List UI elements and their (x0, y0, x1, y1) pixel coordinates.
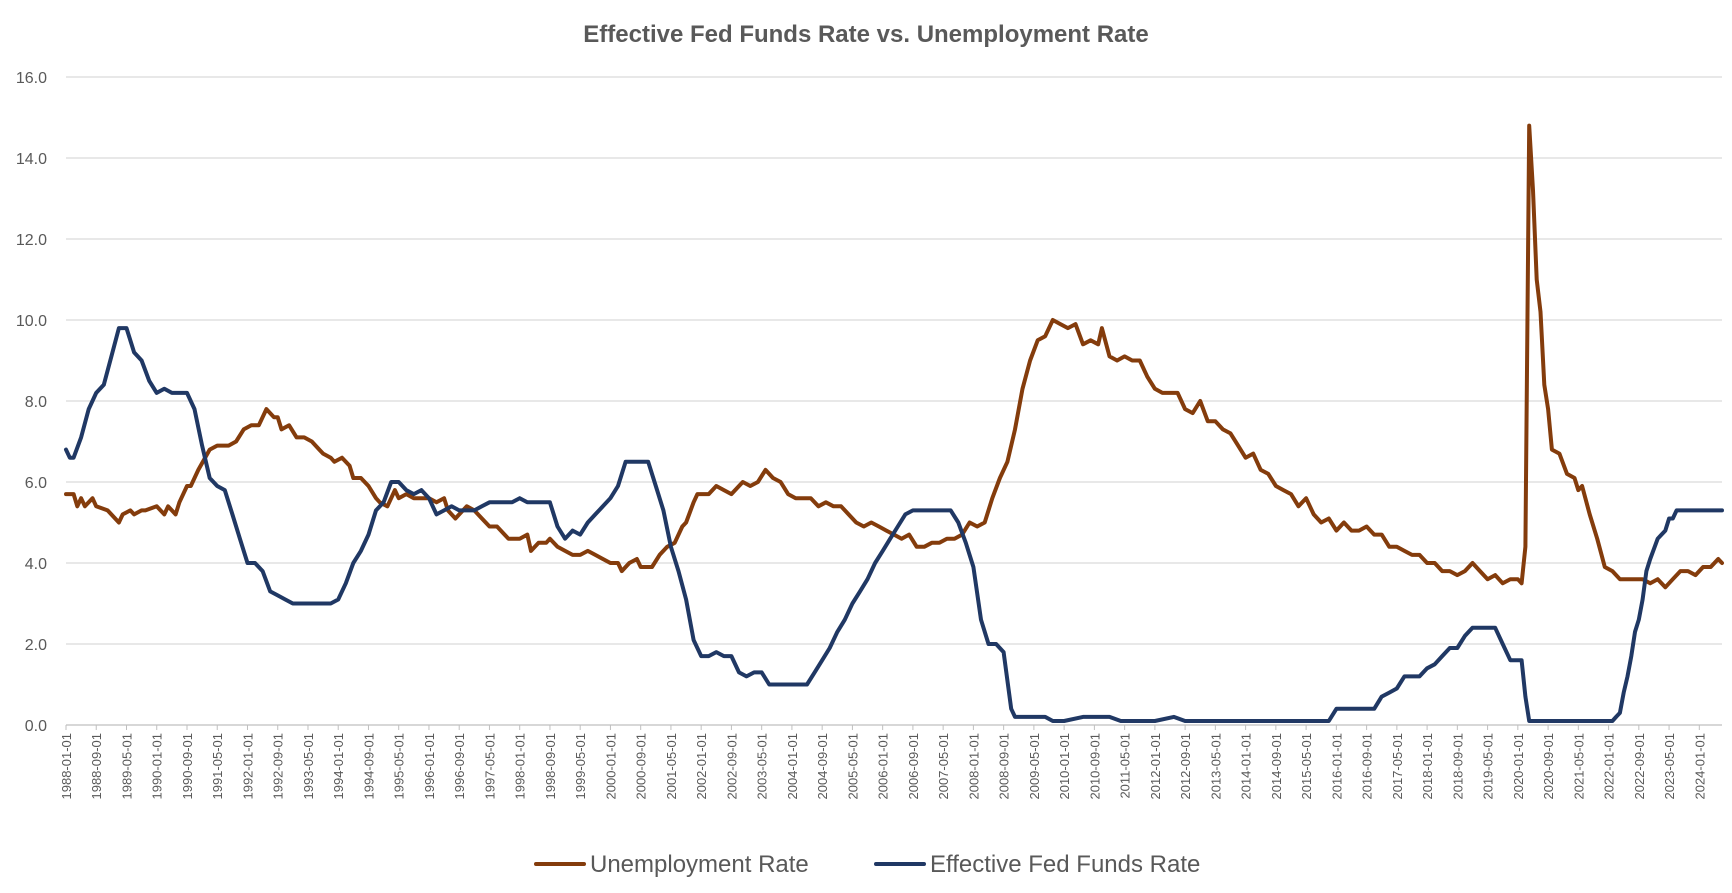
legend: Unemployment Rate Effective Fed Funds Ra… (534, 851, 1200, 878)
x-tick-label: 2016-09-01 (1360, 733, 1375, 800)
x-tick-label: 2000-01-01 (603, 733, 618, 800)
x-tick-label: 2010-09-01 (1087, 733, 1102, 800)
x-tick-label: 1997-05-01 (482, 733, 497, 800)
x-tick-label: 2007-05-01 (936, 733, 951, 800)
x-tick-label: 2011-05-01 (1118, 733, 1133, 799)
x-tick-label: 2022-09-01 (1632, 733, 1647, 800)
x-tick-label: 2004-09-01 (815, 733, 830, 800)
x-tick-label: 2023-05-01 (1662, 733, 1677, 800)
x-tick-label: 2024-01-01 (1692, 733, 1707, 800)
x-tick-label: 1988-09-01 (89, 733, 104, 800)
x-tick-label: 1996-09-01 (452, 733, 467, 800)
x-tick-label: 2005-05-01 (845, 733, 860, 800)
x-tick-label: 2002-01-01 (694, 733, 709, 800)
x-tick-label: 2008-09-01 (997, 733, 1012, 800)
x-tick-label: 1995-05-01 (392, 733, 407, 800)
x-tick-label: 1998-09-01 (543, 733, 558, 800)
y-axis-tick-labels: 0.0 2.0 4.0 6.0 8.0 10.0 12.0 14.0 16.0 (16, 70, 47, 735)
x-tick-label: 1991-05-01 (210, 733, 225, 800)
x-tick-label: 2021-05-01 (1571, 733, 1586, 800)
x-tick-label: 2006-01-01 (876, 733, 891, 800)
x-tick-label: 1992-09-01 (271, 733, 286, 800)
series-line-unemployment-rate (64, 123, 1724, 590)
x-tick-label: 1998-01-01 (513, 733, 528, 800)
x-tick-label: 2000-09-01 (634, 733, 649, 800)
series-line-effective-fed-funds-rate (64, 326, 1724, 723)
y-tick-label: 0.0 (25, 718, 47, 735)
x-tick-label: 2020-09-01 (1541, 733, 1556, 800)
x-tick-label: 2003-05-01 (755, 733, 770, 800)
x-tick-label: 2001-05-01 (664, 733, 679, 800)
y-tick-label: 8.0 (25, 394, 47, 411)
y-tick-label: 12.0 (16, 232, 47, 249)
x-tick-label: 2014-09-01 (1269, 733, 1284, 800)
x-tick-label: 2004-01-01 (785, 733, 800, 800)
legend-label-unemployment-rate: Unemployment Rate (590, 851, 809, 878)
x-axis-tick-labels: 1988-01-01 1988-09-01 1989-05-01 1990-01-01… (59, 725, 1707, 800)
x-tick-label: 2012-09-01 (1178, 733, 1193, 800)
x-tick-label: 2010-01-01 (1057, 733, 1072, 800)
x-tick-label: 1992-01-01 (240, 733, 255, 800)
x-tick-label: 2013-05-01 (1208, 733, 1223, 800)
chart-title: Effective Fed Funds Rate vs. Unemploymen… (583, 21, 1148, 48)
x-tick-label: 2020-01-01 (1511, 733, 1526, 800)
y-tick-label: 16.0 (16, 70, 47, 87)
x-tick-label: 1988-01-01 (59, 733, 74, 800)
x-tick-label: 2008-01-01 (966, 733, 981, 800)
x-tick-label: 1996-01-01 (422, 733, 437, 800)
x-tick-label: 1994-01-01 (331, 733, 346, 800)
x-tick-label: 2006-09-01 (906, 733, 921, 800)
x-tick-label: 2009-05-01 (1027, 733, 1042, 800)
x-tick-label: 1990-09-01 (180, 733, 195, 800)
x-tick-label: 1993-05-01 (301, 733, 316, 800)
x-tick-label: 2016-01-01 (1329, 733, 1344, 800)
x-tick-label: 1989-05-01 (119, 733, 134, 800)
x-tick-label: 2015-05-01 (1299, 733, 1314, 800)
legend-label-effective-fed-funds-rate: Effective Fed Funds Rate (930, 851, 1200, 878)
y-tick-label: 6.0 (25, 475, 47, 492)
x-tick-label: 2017-05-01 (1390, 733, 1405, 800)
x-tick-label: 1994-09-01 (361, 733, 376, 800)
x-tick-label: 2018-09-01 (1450, 733, 1465, 800)
x-tick-label: 2002-09-01 (724, 733, 739, 800)
x-tick-label: 1990-01-01 (150, 733, 165, 800)
x-tick-label: 2022-01-01 (1602, 733, 1617, 800)
y-tick-label: 10.0 (16, 313, 47, 330)
series-lines (64, 123, 1724, 723)
x-tick-label: 2019-05-01 (1481, 733, 1496, 800)
x-tick-label: 2018-01-01 (1420, 733, 1435, 800)
x-tick-label: 1999-05-01 (573, 733, 588, 800)
y-tick-label: 4.0 (25, 556, 47, 573)
x-tick-label: 2014-01-01 (1239, 733, 1254, 800)
gridlines (66, 76, 1722, 645)
x-tick-label: 2012-01-01 (1148, 733, 1163, 800)
y-tick-label: 2.0 (25, 637, 47, 654)
y-tick-label: 14.0 (16, 151, 47, 168)
